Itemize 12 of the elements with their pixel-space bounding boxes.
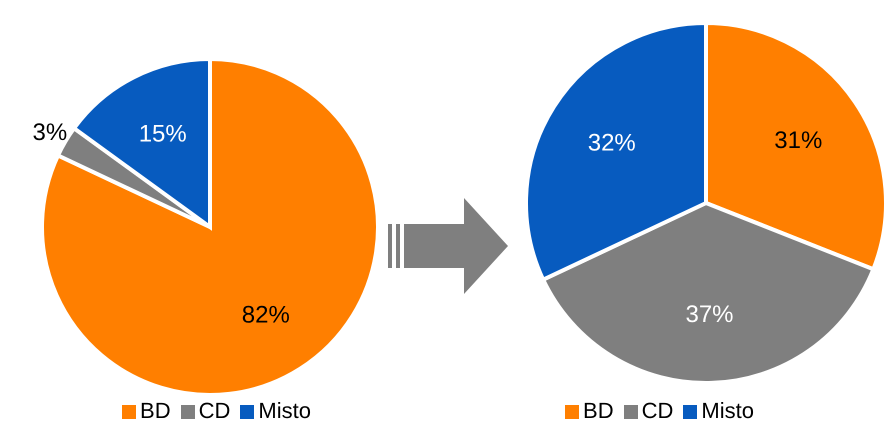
data-label: 3% xyxy=(32,118,68,146)
data-label: 32% xyxy=(588,130,636,157)
legend-label: BD xyxy=(583,398,614,423)
data-label: 82% xyxy=(242,301,290,328)
legend-label: BD xyxy=(140,398,171,423)
data-label: 37% xyxy=(685,301,734,328)
legend-label: CD xyxy=(642,398,674,423)
legend-label: Misto xyxy=(258,398,311,423)
data-label: 31% xyxy=(774,126,822,154)
legend-label: Misto xyxy=(701,398,754,423)
legend-label: CD xyxy=(198,398,230,423)
data-label: 15% xyxy=(138,120,187,148)
